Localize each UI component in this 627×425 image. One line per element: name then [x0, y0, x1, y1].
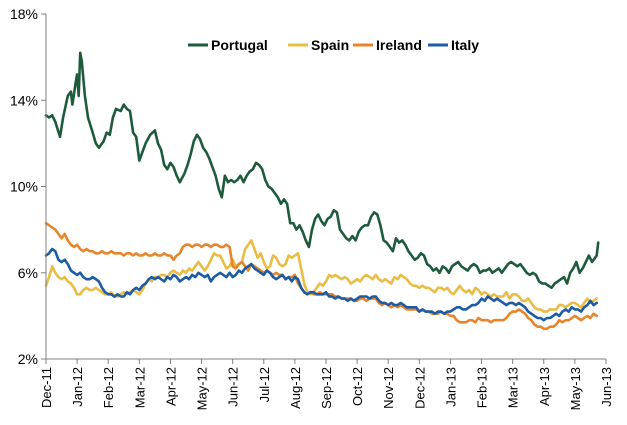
legend: Portugal Spain Ireland Italy — [188, 37, 479, 53]
x-tick-label: Jul-12 — [257, 367, 272, 402]
legend-label-italy: Italy — [451, 37, 479, 53]
y-tick-label: 10% — [10, 179, 38, 195]
x-tick-label: Aug-12 — [288, 367, 303, 409]
series-line-italy — [44, 247, 598, 322]
x-tick-label: Feb-12 — [101, 367, 116, 408]
x-tick-label: Dec-11 — [39, 367, 54, 408]
x-tick-label: Apr-12 — [163, 367, 178, 406]
x-tick-label: May-13 — [568, 367, 583, 410]
x-tick-label: Dec-12 — [412, 367, 427, 409]
x-tick-label: Mar-13 — [506, 367, 521, 408]
legend-label-spain: Spain — [311, 37, 349, 53]
series-line-ireland — [44, 221, 598, 331]
legend-label-portugal: Portugal — [211, 37, 268, 53]
x-tick-label: Jan-12 — [70, 367, 85, 407]
legend-label-ireland: Ireland — [376, 37, 422, 53]
x-tick-label: Mar-12 — [132, 367, 147, 408]
x-tick-label: Sep-12 — [319, 367, 334, 409]
y-axis-ticks: 2% 6% 10% 14% 18% — [10, 6, 46, 367]
series-line-spain — [44, 239, 598, 313]
x-tick-label: Oct-12 — [350, 367, 365, 406]
x-tick-label: Nov-12 — [381, 367, 396, 409]
y-tick-label: 14% — [10, 92, 38, 108]
x-tick-label: Jun-12 — [226, 367, 241, 407]
x-tick-label: Jan-13 — [443, 367, 458, 407]
x-axis-ticks: Dec-11 Jan-12 Feb-12 Mar-12 Apr-12 May-12 Jun-… — [39, 359, 614, 410]
series-lines — [44, 51, 600, 331]
y-tick-label: 6% — [18, 265, 38, 281]
y-tick-label: 18% — [10, 6, 38, 22]
y-tick-label: 2% — [18, 351, 38, 367]
x-tick-label: Apr-13 — [537, 367, 552, 406]
x-tick-label: Feb-13 — [475, 367, 490, 408]
series-line-portugal — [44, 51, 600, 290]
x-tick-label: May-12 — [195, 367, 210, 410]
x-tick-label: Jun-13 — [599, 367, 614, 407]
